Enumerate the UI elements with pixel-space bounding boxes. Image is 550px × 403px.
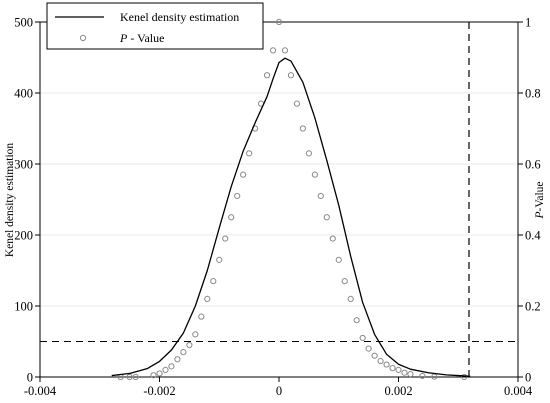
p-value-point — [371, 352, 378, 359]
p-value-point — [126, 373, 133, 381]
p-value-point — [335, 256, 342, 263]
axes: -0.004 -0.002 0 0.002 0.00401002003004005000… — [14, 16, 541, 399]
p-value-point — [222, 235, 229, 242]
y-right-tick-label: 0.6 — [525, 158, 541, 172]
p-value-point — [186, 341, 193, 349]
grid — [40, 92, 518, 307]
y-right-title-rest: -Value — [534, 181, 546, 211]
p-value-point — [287, 72, 295, 79]
p-value-point — [168, 363, 175, 370]
y-right-title-italic: P — [534, 211, 546, 219]
p-value-point — [132, 373, 139, 381]
p-value-point — [281, 47, 289, 54]
p-value-point — [389, 365, 396, 372]
p-value-point — [383, 361, 390, 368]
p-value-point — [269, 47, 277, 54]
p-value-point — [347, 295, 354, 302]
p-value-point — [323, 214, 330, 221]
p-value-point — [156, 370, 163, 377]
legend-label-pvalue-italic: P — [119, 31, 128, 45]
reference-lines — [40, 22, 518, 377]
y-left-tick-label: 400 — [14, 87, 33, 101]
density-line — [111, 57, 471, 377]
y-right-tick-label: 0 — [525, 371, 531, 385]
p-value-scatter — [117, 18, 468, 381]
p-value-point — [341, 278, 348, 285]
legend-circle-symbol — [79, 34, 87, 42]
y-left-tick-label: 500 — [14, 16, 33, 30]
p-value-point — [150, 372, 157, 379]
p-value-point — [275, 18, 283, 26]
x-tick-label: 0.002 — [384, 384, 412, 398]
p-value-point — [210, 278, 217, 285]
p-value-point — [174, 356, 181, 363]
y-right-tick-label: 1 — [525, 16, 531, 30]
y-right-tick-label: 0.4 — [525, 229, 541, 243]
y-left-tick-label: 0 — [27, 371, 33, 385]
p-value-point — [419, 372, 426, 380]
p-value-point — [216, 256, 223, 263]
x-tick-label: 0 — [276, 384, 282, 398]
legend-label-pvalue: P - Value — [119, 31, 164, 45]
p-value-point — [240, 171, 247, 178]
p-value-point — [228, 214, 235, 221]
p-value-point — [401, 369, 408, 376]
p-value-point — [395, 366, 402, 373]
p-value-point — [407, 371, 414, 378]
x-tick-label: 0.004 — [504, 384, 533, 398]
p-value-point — [353, 317, 360, 324]
p-value-point — [246, 150, 253, 157]
y-left-tick-label: 200 — [14, 229, 33, 243]
x-tick-label: -0.004 — [24, 384, 57, 398]
p-value-point — [293, 100, 301, 107]
p-value-point — [311, 171, 318, 178]
p-value-point — [359, 334, 366, 342]
y-left-title: Kenel density estimation — [4, 143, 16, 258]
p-value-point — [365, 345, 372, 352]
y-left-tick-label: 100 — [14, 300, 33, 314]
legend-box — [46, 2, 264, 50]
p-value-point — [263, 72, 271, 79]
x-tick-label: -0.002 — [143, 384, 175, 398]
p-value-point — [234, 192, 241, 200]
p-value-point — [317, 192, 324, 200]
p-value-point — [305, 150, 312, 157]
p-value-point — [180, 349, 187, 356]
p-value-point — [461, 373, 468, 381]
y-left-tick-label: 300 — [14, 158, 33, 172]
p-value-point — [162, 366, 169, 373]
p-value-point — [204, 295, 211, 302]
y-right-tick-label: 0.8 — [525, 87, 541, 101]
p-value-point — [377, 357, 384, 365]
legend-label-density: Kenel density estimation — [120, 10, 239, 24]
legend: Kenel density estimation P - Value — [46, 2, 264, 50]
legend-label-pvalue-rest: - Value — [127, 31, 164, 45]
p-value-point — [192, 331, 199, 338]
density-line-layer — [111, 57, 471, 377]
y-right-tick-label: 0.2 — [525, 300, 541, 314]
p-value-point — [198, 313, 205, 320]
p-value-point — [299, 125, 306, 132]
p-value-point — [329, 235, 336, 242]
y-right-title: P-Value — [534, 181, 546, 219]
